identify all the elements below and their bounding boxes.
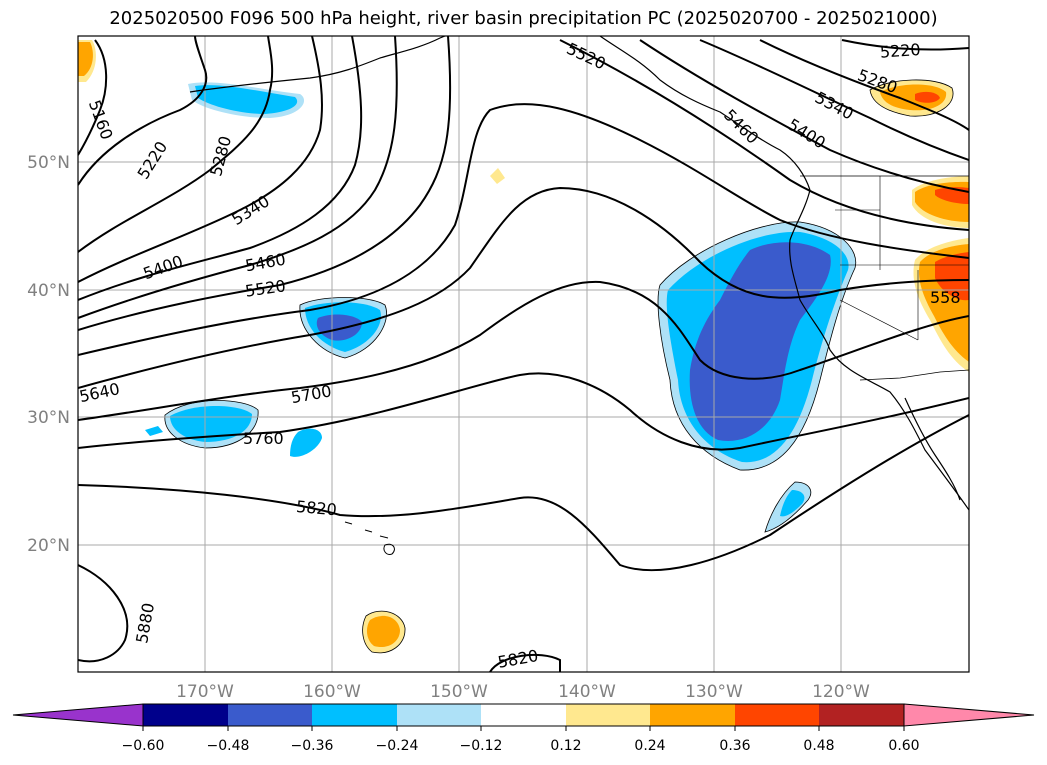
colorbar-extend-low — [12, 703, 144, 727]
colorbar-tick-label: −0.36 — [291, 738, 334, 754]
contour-5520 — [78, 36, 452, 331]
shade-orange — [880, 84, 947, 111]
alaska-coast — [189, 36, 811, 191]
hawaii-islands — [344, 521, 395, 555]
colorbar-segment — [481, 704, 566, 726]
coastlines — [189, 36, 969, 555]
contour-5160 — [78, 39, 108, 156]
contour-5220 — [78, 36, 208, 186]
state-borders — [835, 176, 969, 341]
gridlines — [78, 36, 969, 672]
colorbar-segment — [566, 704, 650, 726]
colorbar-tick-label: −0.48 — [207, 738, 250, 754]
colorbar-tick-label: −0.12 — [460, 738, 503, 754]
contour-label: 5220 — [879, 40, 921, 62]
shade-blue — [145, 426, 163, 436]
contour-ne-5280 — [759, 39, 969, 131]
colorbar-segment — [228, 704, 312, 726]
contour-ne-5340 — [699, 39, 969, 161]
colorbar-tick-label: −0.60 — [122, 738, 165, 754]
colorbar-segment — [819, 704, 904, 726]
colorbar-frame — [142, 703, 905, 727]
shade-red — [915, 91, 940, 103]
contour-ne-5460 — [559, 39, 969, 231]
na-west-coast — [789, 189, 969, 511]
shade-dark-blue — [689, 242, 831, 441]
x-tick-label: 160°W — [303, 682, 361, 702]
y-tick-label: 20°N — [27, 536, 70, 556]
contour-5820-south — [489, 653, 561, 672]
x-tick-label: 150°W — [430, 682, 488, 702]
shade-blue — [195, 85, 298, 114]
colorbar-segment — [312, 704, 397, 726]
y-tick-label: 40°N — [27, 281, 70, 301]
shade-red — [935, 252, 969, 301]
map-title: 2025020500 F096 500 hPa height, river ba… — [109, 8, 938, 29]
colorbar-extend-high — [903, 703, 1035, 727]
x-tick-label: 130°W — [685, 682, 743, 702]
contour-ne-5400 — [639, 39, 969, 193]
colorbar: −0.60 −0.48 −0.36 −0.24 −0.12 0.12 0.24 … — [12, 703, 1035, 754]
contour-5460 — [78, 36, 398, 319]
x-tick-label: 140°W — [558, 682, 616, 702]
colorbar-segment — [143, 704, 228, 726]
x-tick-label: 120°W — [812, 682, 870, 702]
height-contours — [78, 36, 969, 672]
colorbar-segment — [650, 704, 735, 726]
contour-5640 — [78, 186, 969, 389]
shade-blue — [290, 428, 322, 457]
contour-label: 5820 — [295, 497, 337, 519]
contour-5580 — [78, 103, 969, 356]
shade-blue — [780, 490, 805, 517]
contour-5400 — [78, 36, 363, 301]
shade-yellow — [490, 168, 505, 184]
shade-orange — [78, 42, 93, 76]
colorbar-tick-label: 0.60 — [888, 738, 919, 754]
contour-5700 — [78, 280, 969, 421]
colorbar-tick-label: 0.24 — [634, 738, 665, 754]
x-tick-label: 170°W — [176, 682, 234, 702]
shade-orange — [366, 615, 400, 648]
colorbar-tick-label: 0.48 — [803, 738, 834, 754]
shading-outline-layer — [164, 79, 954, 654]
contour-5760 — [78, 372, 969, 451]
colorbar-tick-label: 0.12 — [550, 738, 581, 754]
y-tick-label: 30°N — [27, 408, 70, 428]
colorbar-segment — [397, 704, 481, 726]
shade-dark-blue — [316, 314, 362, 341]
contour-label: 558 — [930, 288, 961, 307]
x-axis-ticks: 170°W 160°W 150°W 140°W 130°W 120°W — [176, 682, 870, 702]
contour-label: 5760 — [243, 429, 284, 448]
baja-coast — [904, 397, 961, 501]
contour-5880 — [78, 564, 129, 663]
contour-5820 — [78, 414, 969, 572]
y-axis-ticks: 50°N 40°N 30°N 20°N — [27, 153, 70, 556]
contour-5340 — [78, 36, 323, 283]
colorbar-tick-label: 0.36 — [719, 738, 750, 754]
colorbar-segment — [735, 704, 819, 726]
plot-frame — [77, 35, 970, 673]
contour-5280 — [78, 36, 274, 253]
us-mexico-border — [859, 369, 969, 381]
contour-ne-5220 — [841, 39, 969, 51]
shade-blue — [170, 406, 252, 442]
colorbar-tick-label: −0.24 — [376, 738, 419, 754]
y-tick-label: 50°N — [27, 153, 70, 173]
